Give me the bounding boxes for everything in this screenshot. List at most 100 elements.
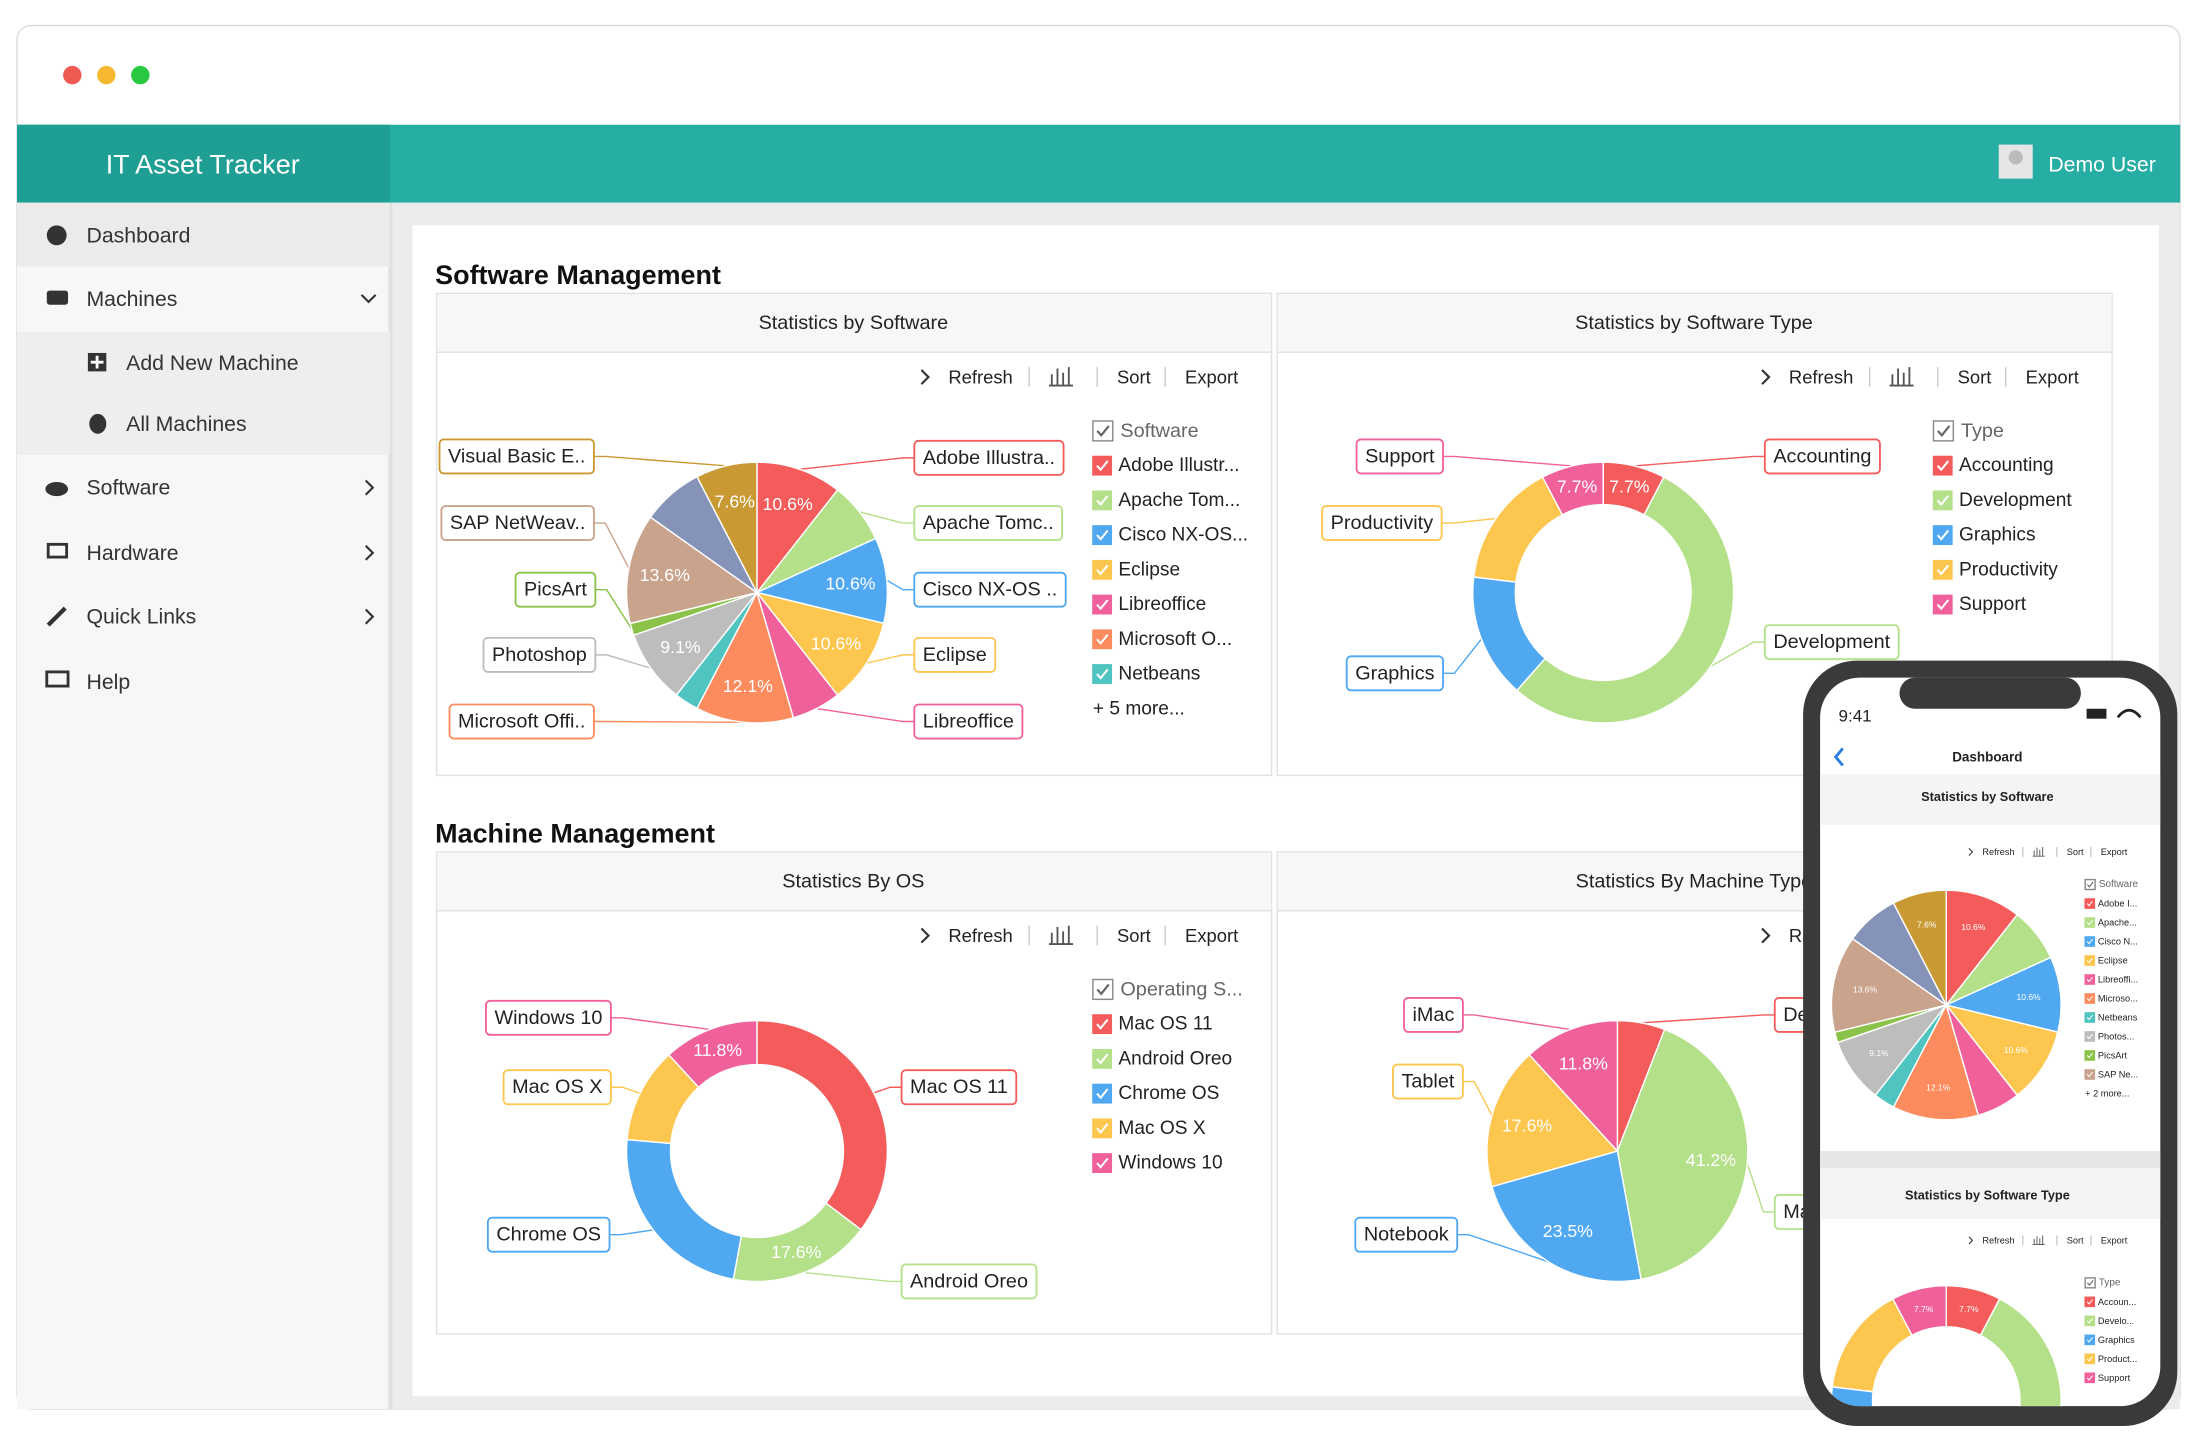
legend-item[interactable]: Mac OS X (1118, 1118, 1205, 1139)
nav-item[interactable]: Hardware (86, 541, 178, 565)
legend-item[interactable]: Development (1959, 490, 2072, 511)
export-button[interactable]: Export (1185, 925, 1238, 946)
legend-item[interactable]: Support (1959, 594, 2027, 615)
legend-item[interactable]: Windows 10 (1118, 1153, 1222, 1174)
legend-item[interactable]: Netbeans (2098, 1012, 2138, 1022)
sort-button[interactable]: Sort (1117, 367, 1151, 388)
slice[interactable] (1945, 889, 2019, 1008)
legend-checkbox[interactable] (1932, 525, 1953, 546)
slice[interactable] (1891, 1284, 1947, 1337)
sort-button[interactable]: Sort (2067, 847, 2084, 857)
slice[interactable] (1944, 1003, 2059, 1097)
legend-more[interactable]: + 5 more... (1093, 698, 1185, 719)
legend-checkbox[interactable] (2084, 1372, 2096, 1384)
back-button[interactable] (1833, 747, 1844, 767)
slice[interactable] (754, 537, 889, 625)
legend-item[interactable]: Eclipse (1118, 559, 1180, 580)
refresh-button[interactable]: Refresh (1982, 1235, 2014, 1245)
chart-type-icon[interactable] (2032, 1235, 2045, 1246)
chart-type-icon[interactable] (2032, 846, 2045, 857)
export-button[interactable]: Export (2101, 847, 2128, 857)
legend-checkbox[interactable] (2084, 898, 2096, 909)
nav-item[interactable]: All Machines (126, 412, 246, 436)
legend-item[interactable]: Adobe I... (2098, 899, 2137, 909)
legend-checkbox[interactable] (2084, 1334, 2096, 1346)
slice[interactable] (1869, 1297, 2062, 1448)
legend-item[interactable]: Microsoft O... (1118, 629, 1232, 650)
export-button[interactable]: Export (2026, 367, 2079, 388)
legend-item[interactable]: Android Oreo (1118, 1048, 1232, 1069)
slice[interactable] (1944, 956, 2062, 1034)
slice[interactable] (1491, 1150, 1642, 1283)
sort-button[interactable]: Sort (1958, 367, 1992, 388)
legend-checkbox[interactable] (1092, 1118, 1113, 1139)
legend-checkbox[interactable] (1092, 490, 1113, 511)
nav-item[interactable]: Add New Machine (126, 351, 298, 375)
legend-checkbox[interactable] (2084, 974, 2096, 985)
legend-checkbox[interactable] (2084, 936, 2096, 947)
legend-item[interactable]: Support (2098, 1373, 2131, 1383)
slice[interactable] (1892, 889, 1947, 1006)
slice[interactable] (625, 516, 759, 625)
legend-checkbox[interactable] (1092, 1048, 1113, 1069)
legend-item[interactable]: Accounting (1959, 455, 2054, 476)
legend-checkbox[interactable] (1092, 559, 1113, 580)
legend-item[interactable]: Cisco N... (2098, 937, 2138, 947)
legend-checkbox[interactable] (1092, 420, 1114, 442)
chart-type-icon[interactable] (1889, 367, 1914, 387)
chart-type-icon[interactable] (1048, 925, 1074, 945)
user-name[interactable]: Demo User (2048, 152, 2155, 176)
sort-button[interactable]: Sort (2067, 1235, 2084, 1245)
export-button[interactable]: Export (1185, 367, 1238, 388)
slice[interactable] (696, 461, 758, 593)
legend-checkbox[interactable] (2084, 1031, 2096, 1042)
slice[interactable] (1528, 1019, 1619, 1153)
legend-checkbox[interactable] (2084, 1296, 2096, 1308)
slice[interactable] (756, 461, 839, 595)
legend-item[interactable]: Photos... (2098, 1031, 2134, 1041)
legend-item[interactable]: Mac OS 11 (1118, 1014, 1212, 1035)
legend-item[interactable]: Libreoffi... (2098, 975, 2138, 985)
legend-checkbox[interactable] (2084, 1277, 2096, 1289)
legend-checkbox[interactable] (1932, 455, 1953, 476)
slice[interactable] (667, 1019, 758, 1089)
maximize-dot[interactable] (131, 65, 150, 85)
legend-checkbox[interactable] (1092, 664, 1113, 684)
legend-item[interactable]: Microso... (2098, 994, 2138, 1004)
legend-checkbox[interactable] (1932, 594, 1953, 615)
legend-item[interactable]: SAP Ne... (2098, 1069, 2138, 1079)
legend-checkbox[interactable] (2084, 1012, 2096, 1023)
legend-item[interactable]: Netbeans (1118, 664, 1200, 685)
legend-checkbox[interactable] (1932, 420, 1955, 442)
legend-item[interactable]: Libreoffice (1118, 594, 1206, 615)
legend-item[interactable]: Apache Tom... (1118, 490, 1240, 511)
legend-checkbox[interactable] (2084, 917, 2096, 928)
legend-checkbox[interactable] (2084, 1050, 2096, 1061)
refresh-button[interactable]: Refresh (1982, 847, 2014, 857)
nav-item[interactable]: Dashboard (86, 223, 190, 247)
legend-item[interactable]: Cisco NX-OS... (1118, 525, 1248, 546)
slice[interactable] (755, 591, 885, 697)
legend-item[interactable]: Graphics (2098, 1335, 2135, 1345)
slice[interactable] (1486, 1053, 1619, 1188)
chart-type-icon[interactable] (1048, 367, 1074, 387)
legend-checkbox[interactable] (1092, 1153, 1113, 1174)
legend-checkbox[interactable] (1092, 594, 1113, 615)
legend-item[interactable]: Adobe Illustr... (1118, 455, 1239, 476)
slice[interactable] (1830, 937, 1948, 1034)
refresh-button[interactable]: Refresh (948, 925, 1012, 946)
legend-checkbox[interactable] (1932, 490, 1953, 511)
legend-checkbox[interactable] (1092, 629, 1113, 650)
legend-checkbox[interactable] (2084, 1069, 2096, 1080)
legend-item[interactable]: Develo... (2098, 1316, 2134, 1326)
nav-item[interactable]: Help (86, 670, 130, 694)
legend-item[interactable]: Apache... (2098, 918, 2137, 928)
slice[interactable] (1541, 461, 1604, 516)
slice[interactable] (756, 1019, 889, 1231)
slice[interactable] (696, 590, 795, 724)
sort-button[interactable]: Sort (1117, 925, 1151, 946)
minimize-dot[interactable] (97, 65, 116, 85)
legend-item[interactable]: PicsArt (2098, 1050, 2128, 1060)
nav-item[interactable]: Software (86, 476, 170, 500)
legend-checkbox[interactable] (1092, 1014, 1113, 1035)
